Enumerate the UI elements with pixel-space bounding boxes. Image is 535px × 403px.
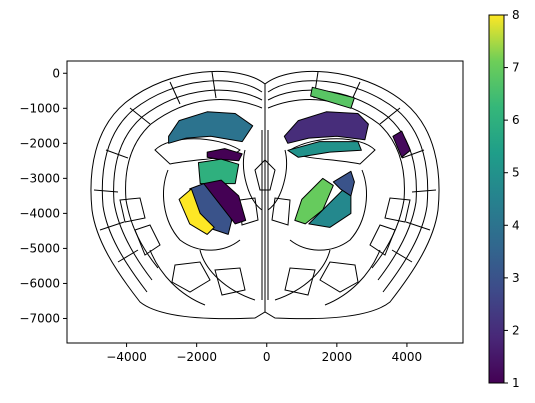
- x-axis-ticks: −4000 −2000 0 2000 4000: [106, 343, 422, 364]
- y-tick-label: 0: [52, 66, 60, 80]
- colorbar-tick-label: 4: [512, 218, 520, 232]
- y-tick-label: −7000: [19, 311, 60, 325]
- colorbar: [489, 15, 504, 383]
- colorbar-tick-label: 8: [512, 8, 520, 22]
- y-tick-label: −4000: [19, 206, 60, 220]
- x-tick-label: 2000: [322, 350, 353, 364]
- y-tick-label: −3000: [19, 171, 60, 185]
- y-axis-ticks: 0 −1000 −2000 −3000 −4000 −5000 −6000 −7000: [19, 66, 67, 325]
- y-tick-label: −5000: [19, 241, 60, 255]
- x-tick-label: 0: [263, 350, 271, 364]
- y-tick-label: −1000: [19, 101, 60, 115]
- colorbar-ticks: 1 2 3 4 5 6 7 8: [504, 8, 520, 390]
- colorbar-tick-label: 7: [512, 61, 520, 75]
- y-tick-label: −6000: [19, 276, 60, 290]
- colorbar-tick-label: 6: [512, 113, 520, 127]
- colorbar-tick-label: 2: [512, 323, 520, 337]
- colorbar-tick-label: 5: [512, 166, 520, 180]
- x-tick-label: 4000: [392, 350, 423, 364]
- colorbar-tick-label: 1: [512, 376, 520, 390]
- y-tick-label: −2000: [19, 136, 60, 150]
- region-left-2: [198, 159, 238, 184]
- colorbar-tick-label: 3: [512, 271, 520, 285]
- x-tick-label: −4000: [106, 350, 147, 364]
- x-tick-label: −2000: [176, 350, 217, 364]
